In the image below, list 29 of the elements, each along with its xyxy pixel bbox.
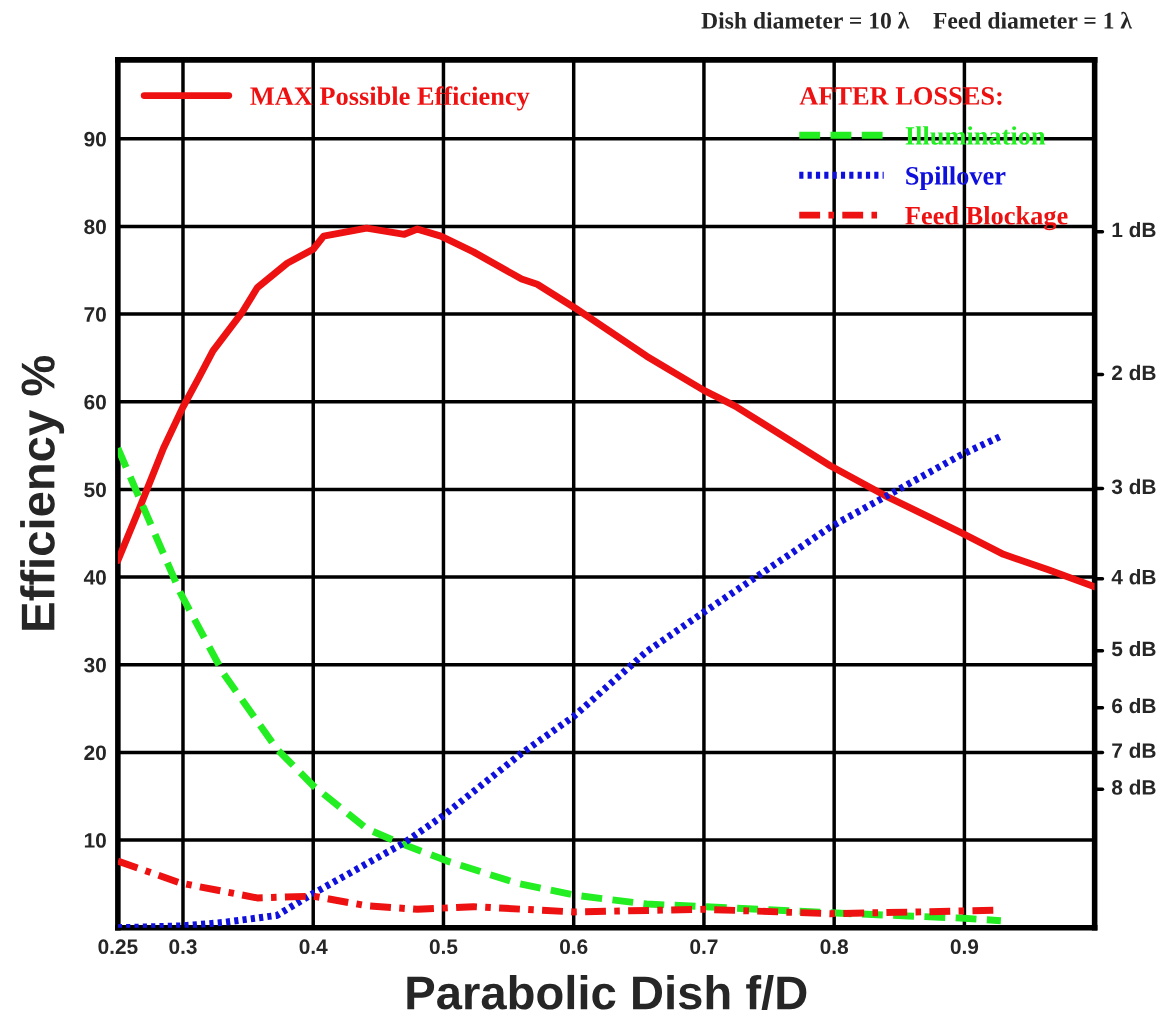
x-tick-label: 0.6 xyxy=(560,939,588,955)
ref-line-label: 5 dB xyxy=(1111,641,1156,657)
ref-line-label: 8 dB xyxy=(1111,779,1156,795)
legend-label: Feed Blockage xyxy=(905,206,1068,231)
y-tick-label: 90 xyxy=(84,131,106,147)
x-tick-label: 0.3 xyxy=(169,939,197,955)
x-tick-label: 0.5 xyxy=(429,939,458,955)
ref-line-label: 4 dB xyxy=(1111,569,1156,585)
y-tick-label: 10 xyxy=(84,833,106,848)
y-tick-label: 20 xyxy=(84,745,106,761)
x-tick-label: 0.25 xyxy=(98,939,138,955)
ref-line-label: 3 dB xyxy=(1111,478,1156,495)
ref-line-label: 2 dB xyxy=(1112,364,1156,381)
ref-line-label: 6 dB xyxy=(1112,697,1156,714)
x-tick-label: 0.4 xyxy=(299,939,328,955)
y-tick-label: 40 xyxy=(83,570,106,585)
y-axis-title: Efficiency % xyxy=(20,355,65,630)
x-tick-label: 0.9 xyxy=(950,939,979,955)
y-tick-label: 30 xyxy=(84,657,106,673)
x-axis-title: Parabolic Dish f/D xyxy=(407,974,807,1011)
ref-line-label: 1 dB xyxy=(1112,221,1156,238)
x-tick-label: 0.7 xyxy=(690,939,718,955)
chart-title: Dish diameter = 10 λ Feed diameter = 1 λ xyxy=(701,11,1133,29)
ref-line-label: 7 dB xyxy=(1112,742,1156,758)
y-tick-label: 70 xyxy=(84,307,106,322)
y-tick-label: 50 xyxy=(84,482,106,498)
y-tick-label: 80 xyxy=(84,219,106,235)
y-tick-label: 60 xyxy=(84,394,106,410)
x-tick-label: 0.8 xyxy=(820,939,849,955)
